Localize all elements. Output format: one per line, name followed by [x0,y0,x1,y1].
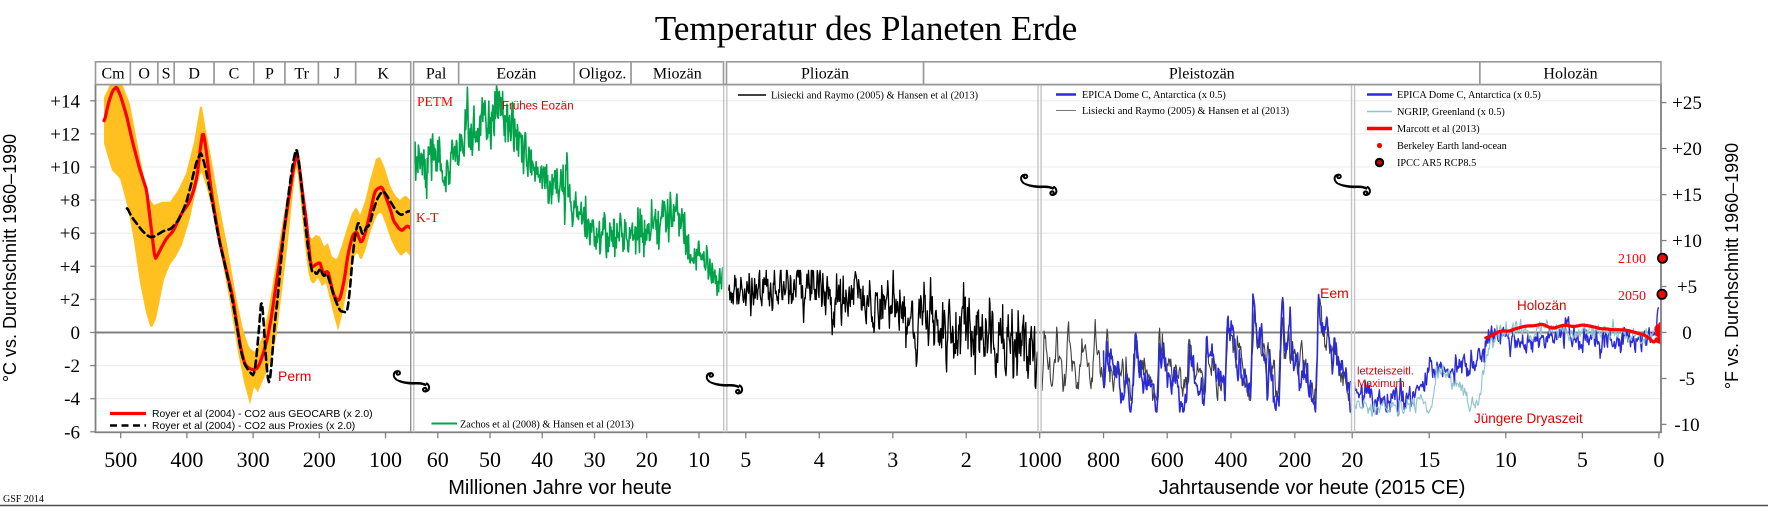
svg-text:Pliozän: Pliozän [801,66,849,83]
svg-text:Zachos et al (2008) & Hansen e: Zachos et al (2008) & Hansen et al (2013… [460,419,634,430]
svg-text:Royer et al (2004) - CO2 aus P: Royer et al (2004) - CO2 aus Proxies (x … [152,421,355,432]
svg-text:100: 100 [369,447,402,472]
svg-text:-5: -5 [1679,369,1695,390]
svg-text:+6: +6 [60,224,80,245]
svg-text:Maximum: Maximum [1357,378,1405,390]
svg-text:+25: +25 [1672,93,1702,114]
svg-text:+10: +10 [1672,231,1702,252]
svg-text:-6: -6 [64,422,80,443]
svg-text:PETM: PETM [417,94,453,109]
svg-text:200: 200 [1278,447,1311,472]
svg-text:Holozän: Holozän [1517,298,1567,313]
svg-text:NGRIP, Greenland (x 0.5): NGRIP, Greenland (x 0.5) [1397,107,1505,118]
svg-text:40: 40 [531,447,553,472]
svg-text:D: D [188,66,200,83]
svg-text:+15: +15 [1672,185,1702,206]
svg-text:5: 5 [740,447,751,472]
svg-text:50: 50 [479,447,501,472]
svg-text:600: 600 [1151,447,1184,472]
svg-text:Millionen Jahre vor heute: Millionen Jahre vor heute [448,477,671,499]
svg-text:15: 15 [1418,447,1440,472]
svg-text:2100: 2100 [1618,252,1646,267]
svg-text:Holozän: Holozän [1543,66,1597,83]
svg-text:+10: +10 [50,158,80,179]
svg-text:4: 4 [814,447,825,472]
svg-text:-4: -4 [64,389,80,410]
svg-text:Perm: Perm [278,368,311,384]
svg-text:°C vs. Durchschnitt 1960–1990: °C vs. Durchschnitt 1960–1990 [0,134,20,382]
svg-text:Jahrtausende vor heute (2015 C: Jahrtausende vor heute (2015 CE) [1159,477,1466,499]
svg-text:+20: +20 [1672,139,1702,160]
svg-text:Jüngere Dryaszeit: Jüngere Dryaszeit [1474,411,1583,426]
svg-text:+8: +8 [60,191,80,212]
svg-text:0: 0 [1653,447,1664,472]
svg-text:200: 200 [303,447,336,472]
svg-text:EPICA Dome C, Antarctica (x 0.: EPICA Dome C, Antarctica (x 0.5) [1397,90,1541,101]
svg-text:60: 60 [427,447,449,472]
svg-text:letzteiszeitl.: letzteiszeitl. [1357,366,1414,378]
svg-text:GSF 2014: GSF 2014 [3,494,44,505]
svg-text:O: O [138,66,150,83]
svg-text:20: 20 [636,447,658,472]
svg-text:Marcott et al (2013): Marcott et al (2013) [1397,124,1480,135]
svg-text:Frühes Eozän: Frühes Eozän [502,101,574,113]
svg-text:P: P [265,66,274,83]
svg-text:EPICA Dome C, Antarctica (x 0.: EPICA Dome C, Antarctica (x 0.5) [1082,90,1226,101]
svg-text:Miozän: Miozän [653,66,702,83]
svg-text:Royer et al (2004) - CO2 aus G: Royer et al (2004) - CO2 aus GEOCARB (x … [152,409,373,420]
svg-text:2: 2 [961,447,972,472]
svg-text:Cm: Cm [101,66,125,83]
svg-text:-10: -10 [1674,415,1699,436]
svg-text:IPCC AR5 RCP8.5: IPCC AR5 RCP8.5 [1397,158,1476,169]
svg-text:800: 800 [1087,447,1120,472]
svg-text:Pal: Pal [426,66,447,83]
svg-text:500: 500 [104,447,137,472]
svg-text:S: S [162,66,171,83]
svg-text:+14: +14 [50,91,80,112]
svg-text:20: 20 [1341,447,1363,472]
svg-text:+4: +4 [60,257,81,278]
svg-text:3: 3 [887,447,898,472]
svg-text:°F vs. Durchschnitt 1960–1990: °F vs. Durchschnitt 1960–1990 [1722,143,1742,389]
svg-text:300: 300 [237,447,270,472]
svg-text:Berkeley Earth land-ocean: Berkeley Earth land-ocean [1397,141,1507,152]
svg-text:1000: 1000 [1018,447,1062,472]
svg-text:+5: +5 [1677,277,1697,298]
svg-text:+12: +12 [50,124,80,145]
svg-text:C: C [229,66,240,83]
svg-text:Temperatur des Planeten Erde: Temperatur des Planeten Erde [655,9,1078,48]
svg-text:10: 10 [1495,447,1517,472]
svg-text:2050: 2050 [1618,289,1646,304]
svg-text:0: 0 [71,323,81,344]
svg-text:Eozän: Eozän [496,66,536,83]
svg-text:J: J [334,66,340,83]
svg-text:-2: -2 [64,356,80,377]
svg-text:Oligoz.: Oligoz. [579,66,627,83]
svg-text:Pleistozän: Pleistozän [1169,66,1235,83]
svg-text:K: K [377,66,389,83]
svg-text:K-T: K-T [416,210,439,225]
svg-text:Lisiecki and Raymo (2005) & Ha: Lisiecki and Raymo (2005) & Hansen et al… [771,91,978,102]
svg-text:Tr: Tr [294,66,309,83]
svg-text:5: 5 [1577,447,1588,472]
svg-text:0: 0 [1682,323,1692,344]
svg-text:+2: +2 [60,290,80,311]
svg-text:10: 10 [688,447,710,472]
svg-text:30: 30 [584,447,606,472]
svg-text:400: 400 [170,447,203,472]
svg-text:Eem: Eem [1320,285,1349,301]
svg-text:Lisiecki and Raymo (2005) & Ha: Lisiecki and Raymo (2005) & Hansen et al… [1082,106,1289,117]
svg-text:400: 400 [1215,447,1248,472]
